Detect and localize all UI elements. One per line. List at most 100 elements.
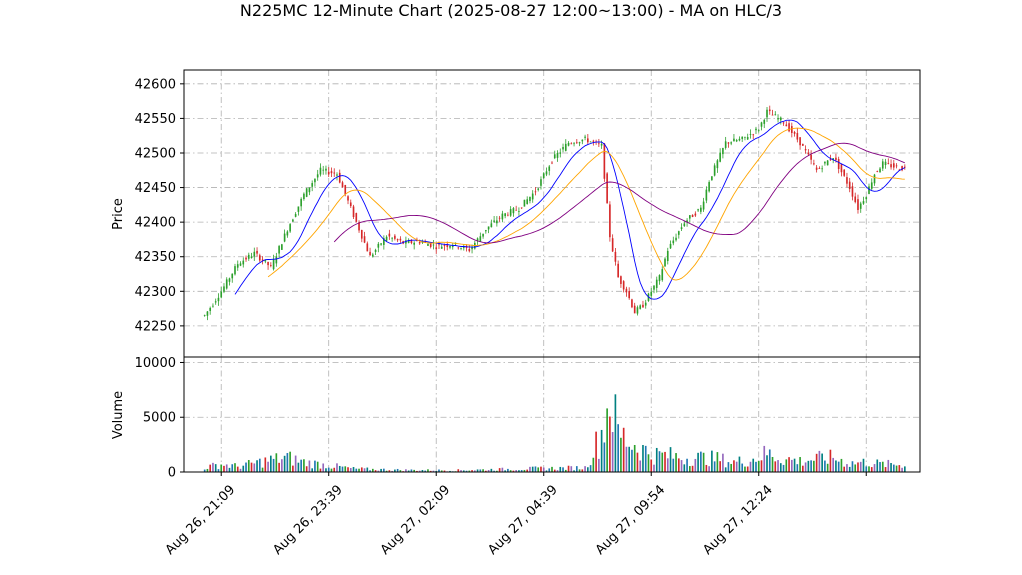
x-tick-label: Aug 27, 09:54 [593,482,669,558]
candle-body [371,254,374,257]
candle-body [289,224,291,232]
candle-body [868,186,870,194]
candle-body [396,239,399,241]
volume-bar [655,447,658,472]
volume-bar [851,461,854,472]
volume-bar [564,469,567,472]
candle-body [330,171,333,174]
volume-bar [360,467,363,472]
candle-body [666,250,669,262]
volume-bar [895,465,898,472]
volume-bar [562,467,564,472]
volume-bar [881,461,884,472]
candle-body [733,138,735,142]
candle-body [642,304,644,308]
candle-body [267,262,269,266]
chart-title: N225MC 12-Minute Chart (2025-08-27 12:00… [240,1,782,20]
volume-bar [333,467,336,472]
price-tick-label: 42550 [135,112,176,127]
candle-body [537,188,540,190]
volume-bar [429,470,432,472]
volume-bar [744,466,746,472]
candle-body [713,165,716,176]
candle-body [275,256,278,264]
volume-bar [479,469,482,472]
candle-body [322,169,325,171]
volume-bar [272,458,275,472]
volume-bar [782,464,785,472]
candle-body [788,123,790,132]
candle-body [518,211,520,212]
candle-body [625,288,628,293]
candle-body [683,223,686,227]
volume-bar [460,470,462,472]
moving-average-line [267,127,905,281]
volume-bar [633,444,636,472]
candle-body [810,154,812,160]
volume-bar [733,460,735,472]
candle-body [493,220,495,222]
volume-bar [421,469,424,472]
volume-bar [752,458,755,472]
volume-bar [628,446,631,472]
volume-bar [609,416,611,472]
volume-bar [347,467,349,472]
candle-body [854,196,857,203]
volume-bar [677,458,680,472]
volume-bar [799,457,801,472]
volume-bar [440,470,443,472]
candle-body [570,143,573,145]
volume-bar [435,470,438,472]
volume-grid [184,357,920,473]
candle-body [479,236,482,242]
volume-bar [873,464,876,472]
volume-bar [837,461,840,472]
volume-bar [236,466,239,472]
candle-body [529,196,531,202]
candle-body [738,138,741,141]
volume-bar [757,460,760,472]
volume-bar [294,455,297,472]
candle-body [231,273,234,279]
volume-bar [835,460,837,472]
candle-body [413,242,415,245]
candle-body [540,179,542,186]
volume-bar [697,452,699,472]
volume-bar [713,461,716,472]
candle-body [777,117,779,120]
candle-body [892,163,895,168]
volume-bar [749,461,752,472]
price-tick-label: 42600 [135,77,176,92]
candle-body [658,275,661,282]
candle-body [829,159,832,161]
volume-bar [606,408,608,472]
volume-bar [870,467,873,472]
candle-body [405,240,407,244]
candle-body [432,244,435,246]
candle-body [873,174,876,184]
candle-body [700,207,702,212]
volume-bar [416,470,418,472]
volume-bar [283,455,286,472]
volume-bar [755,461,757,472]
volume-bar [859,461,862,472]
moving-average-line [333,142,905,244]
candle-body [752,134,755,136]
candle-body [460,247,462,249]
volume-bar [449,470,451,472]
candle-body [587,138,589,143]
volume-bar [427,469,429,472]
candle-body [589,141,592,143]
volume-tick-label: 5000 [143,411,176,426]
candle-body [374,249,377,252]
volume-bar [498,468,501,472]
candle-body [358,222,360,231]
volume-bar [890,463,892,472]
volume-bar [738,456,741,472]
candle-body [584,136,586,138]
volume-bar [884,467,887,472]
volume-bar [330,468,333,472]
candle-body [749,134,752,135]
volume-bar [777,460,779,472]
volume-bar [471,470,473,472]
